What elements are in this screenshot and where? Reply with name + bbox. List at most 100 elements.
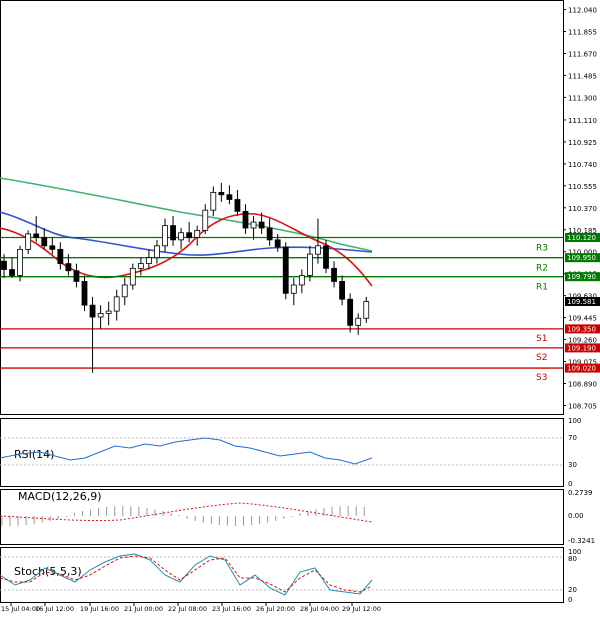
candles — [1, 182, 370, 373]
time-tick-label: 15 Jul 04:00 — [1, 605, 40, 613]
candle-bullish — [194, 229, 201, 238]
rsi-pane-frame — [0, 418, 564, 487]
candle-bearish — [242, 210, 249, 229]
last-price-tag — [565, 296, 600, 306]
candle-bullish — [145, 257, 152, 265]
time-tick-label: 23 Jul 16:00 — [212, 605, 251, 613]
candle-bearish — [49, 245, 56, 250]
candle-bullish — [105, 310, 112, 314]
stoch-signal-line — [0, 555, 373, 593]
stoch-label: Stoch(5,5,3) — [14, 565, 82, 578]
candle-bullish — [121, 284, 128, 298]
level-label-s2: S2 — [536, 353, 547, 363]
candle-bullish — [290, 284, 297, 294]
price-tick-label: 111.855 — [568, 29, 597, 37]
candle-bullish — [250, 221, 257, 229]
candle-bearish — [41, 237, 48, 247]
rsi-tick-30: 30 — [568, 461, 577, 469]
price-tick-label: 109.630 — [568, 293, 597, 301]
rsi-pane: RSI(14) 100 70 30 0 — [0, 417, 581, 488]
price-tick-label: 111.300 — [568, 94, 597, 102]
candle-bearish — [347, 298, 354, 326]
candle-bullish — [154, 245, 160, 259]
level-label-r2: R2 — [536, 264, 548, 274]
price-tick-label: 109.075 — [568, 359, 597, 367]
level-tag-text-s1: 109.350 — [567, 325, 596, 333]
candle-bearish — [226, 194, 233, 200]
macd-pane-frame — [0, 489, 564, 545]
macd-tick-top: 0.2739 — [568, 489, 593, 497]
candle-bullish — [162, 225, 168, 247]
rsi-tick-0: 0 — [568, 480, 572, 488]
price-tick-label: 109.445 — [568, 315, 597, 323]
candle-bearish — [33, 233, 40, 238]
stoch-pane-frame — [0, 547, 564, 603]
level-tag-text-s3: 109.020 — [567, 365, 596, 373]
rsi-tick-70: 70 — [568, 434, 577, 442]
stoch-tick-100: 100 — [568, 548, 581, 556]
candle-bearish — [81, 281, 88, 306]
candle-bullish — [178, 232, 185, 241]
price-tick-label: 110.925 — [568, 139, 597, 147]
level-tag-r3 — [565, 232, 600, 242]
time-tick-label: 22 Jul 08:00 — [168, 605, 207, 613]
time-tick-label: 16 Jul 12:00 — [35, 605, 74, 613]
main-pane-frame — [0, 0, 564, 415]
ma-mid-blue — [0, 211, 373, 256]
macd-signal-line — [0, 502, 373, 523]
macd-pane: MACD(12,26,9) 0.2739 0.00 -0.3241 — [0, 489, 595, 545]
candle-bearish — [234, 199, 241, 212]
price-tick-label: 112.040 — [568, 7, 597, 15]
candle-bearish — [89, 304, 96, 318]
level-tag-s3 — [565, 363, 600, 373]
candle-bullish — [129, 267, 136, 286]
level-tag-s2 — [565, 343, 600, 353]
candle-bearish — [282, 246, 289, 294]
last-price-tag-text: 109.581 — [567, 298, 596, 306]
level-label-r3: R3 — [536, 243, 548, 253]
macd-histogram — [1, 506, 365, 526]
moving-averages — [0, 177, 373, 287]
time-tick-label: 28 Jul 04:00 — [300, 605, 339, 613]
time-tick-label: 21 Jul 00:00 — [124, 605, 163, 613]
candle-bearish — [57, 248, 64, 265]
candle-bullish — [202, 209, 209, 231]
stoch-tick-80: 80 — [568, 555, 577, 563]
macd-tick-bottom: -0.3241 — [568, 537, 595, 545]
level-tag-text-r2: 109.950 — [567, 254, 596, 262]
level-tag-text-r1: 109.790 — [567, 273, 596, 281]
level-label-s1: S1 — [536, 334, 547, 344]
level-label-r1: R1 — [536, 283, 548, 293]
price-tick-label: 108.705 — [568, 402, 597, 410]
candle-bullish — [97, 313, 104, 318]
price-tick-label: 110.185 — [568, 227, 597, 235]
price-axis: 112.040 111.855 111.670 111.485 111.300 111.1… — [563, 7, 597, 410]
candle-bearish — [331, 267, 337, 282]
candle-bearish — [339, 281, 346, 300]
candle-bullish — [17, 248, 24, 276]
macd-label: MACD(12,26,9) — [18, 490, 102, 503]
time-tick-label: 19 Jul 16:00 — [80, 605, 119, 613]
stoch-tick-20: 20 — [568, 586, 577, 594]
stoch-pane: Stoch(5,5,3) 100 80 20 0 — [0, 548, 581, 604]
level-tag-s1 — [565, 324, 600, 334]
candle-bullish — [137, 263, 144, 269]
price-tick-label: 110.740 — [568, 161, 597, 169]
candle-bearish — [65, 263, 72, 272]
candle-bearish — [1, 260, 7, 270]
candle-bullish — [315, 245, 321, 255]
candle-bearish — [186, 232, 193, 238]
level-tag-text-s2: 109.190 — [567, 344, 596, 352]
price-tick-label: 109.260 — [568, 337, 597, 345]
candle-bearish — [266, 227, 273, 241]
price-tick-label: 108.890 — [568, 381, 597, 389]
candle-bearish — [274, 239, 281, 248]
candle-bullish — [298, 275, 305, 286]
stoch-tick-0: 0 — [568, 596, 572, 604]
rsi-tick-100: 100 — [568, 417, 581, 425]
stoch-main-line — [0, 553, 373, 596]
price-tick-label: 111.670 — [568, 50, 597, 58]
level-tag-text-r3: 110.120 — [567, 234, 596, 242]
